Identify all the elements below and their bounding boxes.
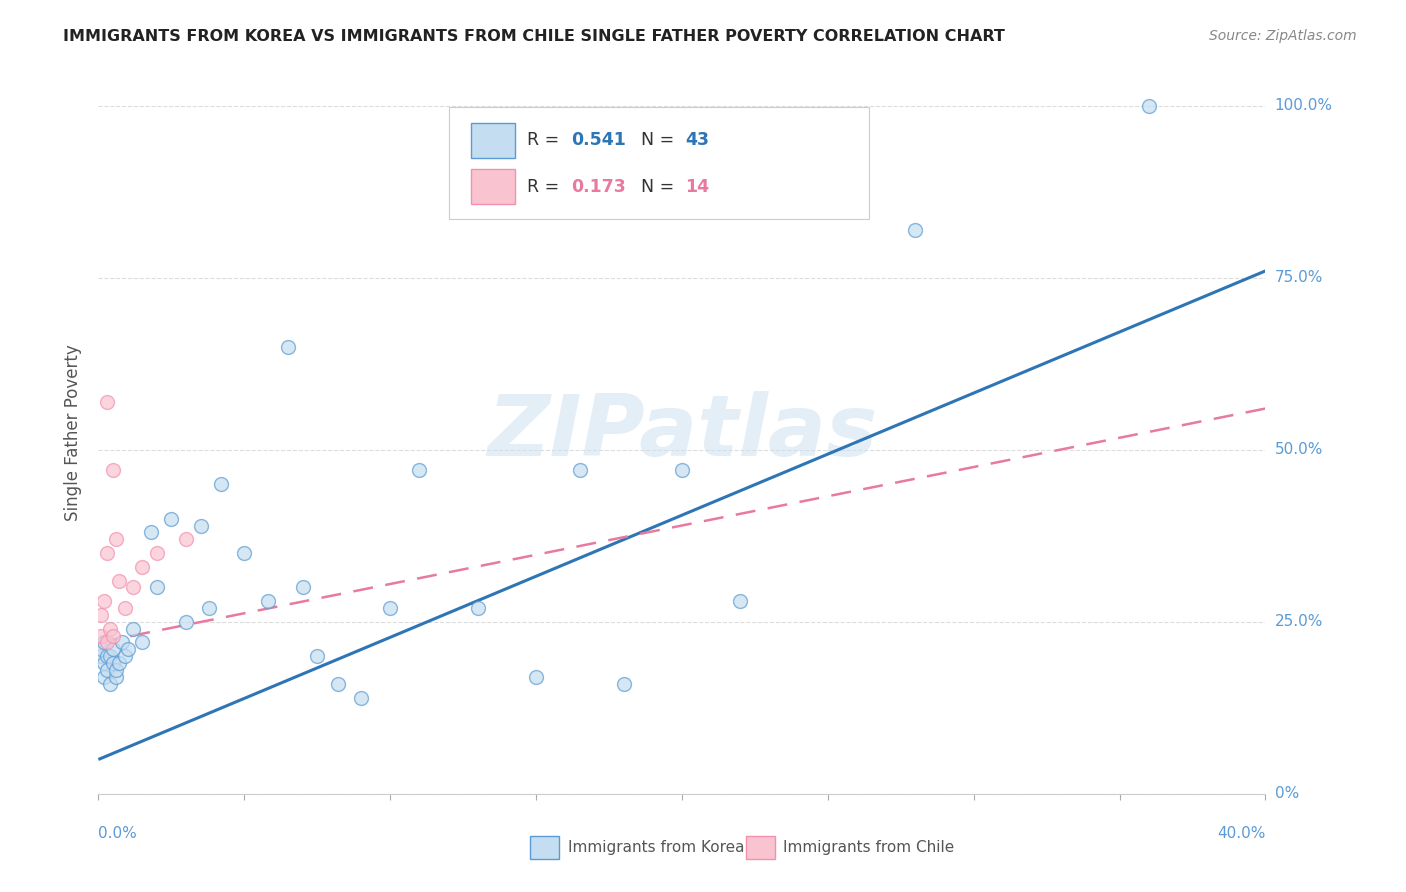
Point <box>380 601 402 615</box>
Point <box>730 594 752 608</box>
Text: R =: R = <box>527 178 564 195</box>
Point <box>98 677 121 691</box>
Text: 0.541: 0.541 <box>571 131 626 150</box>
Point <box>568 463 591 477</box>
Text: Immigrants from Chile: Immigrants from Chile <box>783 840 955 855</box>
Point <box>174 533 197 547</box>
Point <box>307 649 329 664</box>
Text: 0.0%: 0.0% <box>98 826 138 841</box>
Text: N =: N = <box>641 178 681 195</box>
Text: Source: ZipAtlas.com: Source: ZipAtlas.com <box>1209 29 1357 43</box>
Point <box>122 622 145 636</box>
Text: R =: R = <box>527 131 564 150</box>
Point <box>93 635 115 649</box>
Point <box>139 525 162 540</box>
Point <box>408 463 430 477</box>
Point <box>101 463 124 477</box>
Point <box>96 546 118 560</box>
Point <box>111 635 134 649</box>
Point <box>256 594 278 608</box>
Text: 14: 14 <box>685 178 710 195</box>
Text: IMMIGRANTS FROM KOREA VS IMMIGRANTS FROM CHILE SINGLE FATHER POVERTY CORRELATION: IMMIGRANTS FROM KOREA VS IMMIGRANTS FROM… <box>63 29 1005 44</box>
Text: 100.0%: 100.0% <box>1275 98 1333 113</box>
Bar <box>471 169 515 204</box>
Point <box>174 615 197 629</box>
Point <box>524 670 547 684</box>
Point <box>671 463 693 477</box>
Point <box>101 656 124 670</box>
Point <box>277 340 299 354</box>
Text: ZIPatlas: ZIPatlas <box>486 391 877 475</box>
Point <box>114 601 136 615</box>
Point <box>198 601 221 615</box>
Text: 75.0%: 75.0% <box>1275 270 1323 285</box>
Point <box>467 601 489 615</box>
Point <box>114 649 136 664</box>
Point <box>98 622 121 636</box>
Point <box>93 594 115 608</box>
Point <box>904 222 927 236</box>
Text: N =: N = <box>641 131 681 150</box>
Point <box>101 642 124 657</box>
Point <box>104 670 127 684</box>
Point <box>146 581 169 595</box>
Text: Immigrants from Korea: Immigrants from Korea <box>568 840 744 855</box>
Point <box>96 663 118 677</box>
Point <box>291 581 314 595</box>
Point <box>1137 99 1160 113</box>
FancyBboxPatch shape <box>449 108 869 219</box>
Text: 43: 43 <box>685 131 710 150</box>
Point <box>190 518 212 533</box>
Point <box>93 670 115 684</box>
Point <box>90 642 112 657</box>
Bar <box>471 123 515 158</box>
Point <box>350 690 373 705</box>
Point <box>326 677 349 691</box>
Point <box>93 656 115 670</box>
Point <box>101 629 124 643</box>
Point <box>90 649 112 664</box>
Text: 0%: 0% <box>1275 787 1299 801</box>
Point <box>98 649 121 664</box>
Text: 40.0%: 40.0% <box>1218 826 1265 841</box>
Point <box>90 607 112 622</box>
Point <box>96 635 118 649</box>
Point <box>108 574 131 588</box>
Point <box>160 511 183 525</box>
Text: 25.0%: 25.0% <box>1275 615 1323 630</box>
Point <box>104 663 127 677</box>
Point <box>90 629 112 643</box>
Point <box>131 635 153 649</box>
Point <box>96 394 118 409</box>
Point <box>108 656 131 670</box>
Point <box>96 649 118 664</box>
Point <box>209 477 232 491</box>
Point <box>146 546 169 560</box>
Point <box>612 677 634 691</box>
Y-axis label: Single Father Poverty: Single Father Poverty <box>65 344 83 521</box>
Point <box>233 546 256 560</box>
Text: 50.0%: 50.0% <box>1275 442 1323 458</box>
Point <box>131 559 153 574</box>
Bar <box>747 836 775 859</box>
Bar <box>530 836 560 859</box>
Point <box>104 533 127 547</box>
Text: 0.173: 0.173 <box>571 178 626 195</box>
Point <box>117 642 139 657</box>
Point <box>122 581 145 595</box>
